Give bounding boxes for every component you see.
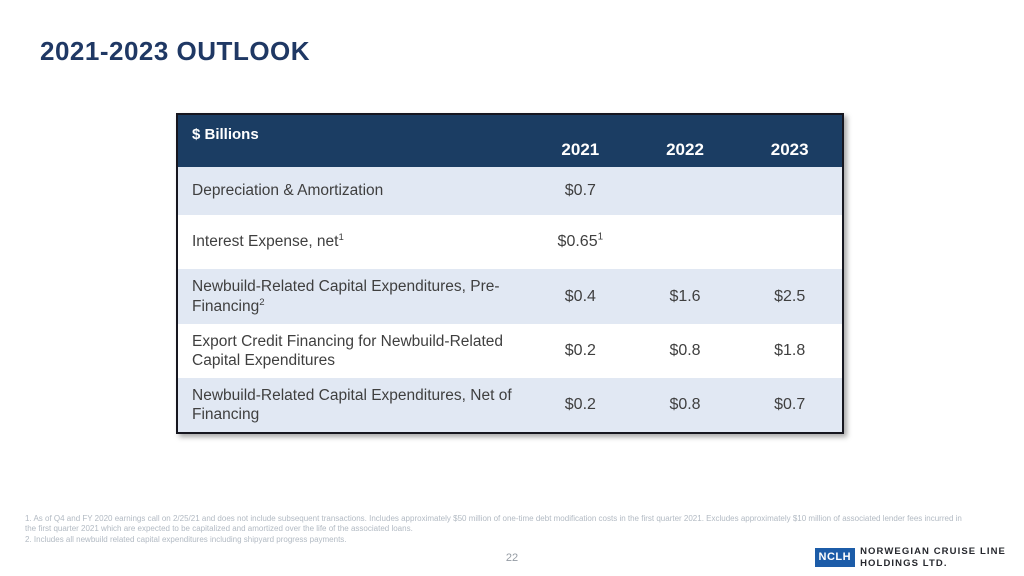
cell-2021: $0.2 [528, 396, 633, 414]
cell-2022: $1.6 [633, 288, 738, 306]
row-label: Newbuild-Related Capital Expenditures, P… [178, 277, 528, 316]
row-label-text: Newbuild-Related Capital Expenditures, P… [192, 278, 500, 315]
cell-2021: $0.651 [528, 231, 633, 251]
cell-2021: $0.7 [528, 182, 633, 200]
unit-header-cell: $ Billions [192, 126, 259, 143]
table-header-row: $ Billions 2021 2022 2023 [178, 115, 842, 167]
cell-value: $1.8 [774, 342, 806, 359]
nclh-logo: NCLH NORWEGIAN CRUISE LINE HOLDINGS LTD. [814, 546, 1006, 569]
page-number: 22 [505, 552, 519, 564]
cell-superscript: 1 [597, 231, 604, 243]
cell-2023: $2.5 [737, 288, 842, 306]
nclh-logo-line1: NORWEGIAN CRUISE LINE [860, 546, 1006, 558]
cell-value: $2.5 [774, 287, 806, 305]
cell-value: $0.8 [669, 396, 701, 413]
nclh-logo-line2: HOLDINGS LTD. [860, 557, 948, 569]
row-label: Interest Expense, net1 [178, 232, 528, 251]
cell-2023: $0.7 [737, 396, 842, 414]
cell-value: $0.7 [564, 182, 596, 199]
nclh-logo-text: NORWEGIAN CRUISE LINE HOLDINGS LTD. [860, 546, 1006, 569]
row-label-superscript: 1 [338, 232, 344, 244]
cell-2021: $0.4 [528, 288, 633, 306]
cell-value: $0.4 [564, 287, 596, 305]
row-label-superscript: 2 [259, 296, 265, 308]
row-label-text: Newbuild-Related Capital Expenditures, N… [192, 386, 512, 423]
cell-2023: $1.8 [737, 342, 842, 360]
table-row: Depreciation & Amortization $0.7 [178, 167, 842, 215]
column-header-2023: 2023 [770, 140, 809, 159]
cell-value: $0.2 [564, 342, 596, 359]
row-label-text: Interest Expense, net [192, 233, 339, 251]
table-row: Interest Expense, net1 $0.651 [178, 215, 842, 269]
row-label-text: Depreciation & Amortization [192, 182, 384, 200]
page-title: 2021-2023 OUTLOOK [40, 36, 311, 66]
column-header-2022: 2022 [666, 140, 704, 159]
footnote-1: 1. As of Q4 and FY 2020 earnings call on… [25, 514, 962, 534]
row-label: Newbuild-Related Capital Expenditures, N… [178, 386, 528, 425]
nclh-logo-mark: NCLH [814, 548, 856, 568]
row-label-text: Export Credit Financing for Newbuild-Rel… [192, 332, 504, 369]
footnotes: 1. As of Q4 and FY 2020 earnings call on… [25, 514, 973, 545]
cell-value: $1.6 [669, 287, 701, 305]
row-label: Depreciation & Amortization [178, 181, 528, 200]
cell-value: $0.65 [557, 233, 598, 250]
footnote-2: 2. Includes all newbuild related capital… [25, 534, 347, 544]
table-row: Newbuild-Related Capital Expenditures, N… [178, 378, 842, 432]
outlook-table: $ Billions 2021 2022 2023 Depreciation &… [176, 113, 844, 434]
cell-2021: $0.2 [528, 342, 633, 360]
table-row: Export Credit Financing for Newbuild-Rel… [178, 324, 842, 378]
cell-value: $0.8 [669, 342, 701, 359]
table-row: Newbuild-Related Capital Expenditures, P… [178, 269, 842, 324]
cell-value: $0.7 [774, 396, 806, 413]
cell-2022: $0.8 [633, 342, 738, 360]
column-header-2021: 2021 [561, 140, 600, 159]
cell-2022: $0.8 [633, 396, 738, 414]
row-label: Export Credit Financing for Newbuild-Rel… [178, 332, 528, 371]
cell-value: $0.2 [564, 396, 596, 413]
